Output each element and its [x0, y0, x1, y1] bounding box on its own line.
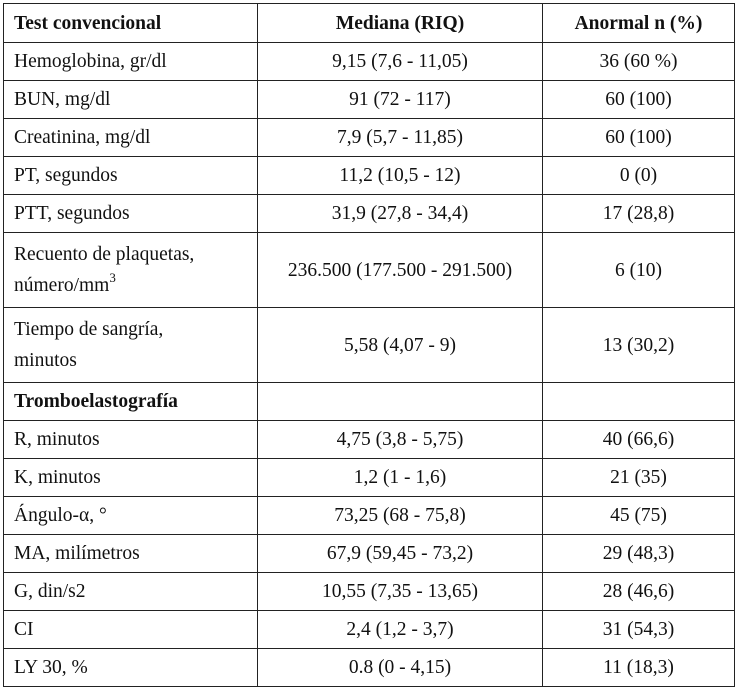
- median-cell: 1,2 (1 - 1,6): [257, 458, 543, 497]
- test-line-1: Recuento de plaquetas,: [14, 244, 195, 265]
- test-cell: Recuento de plaquetas, número/mm3: [3, 232, 258, 308]
- abnormal-cell: 29 (48,3): [542, 534, 735, 573]
- test-cell: G, din/s2: [3, 572, 258, 611]
- test-cell: Hemoglobina, gr/dl: [3, 42, 258, 81]
- median-cell: 10,55 (7,35 - 13,65): [257, 572, 543, 611]
- test-cell: PT, segundos: [3, 156, 258, 195]
- test-cell: Creatinina, mg/dl: [3, 118, 258, 157]
- median-cell: 236.500 (177.500 - 291.500): [257, 232, 543, 308]
- table-row: BUN, mg/dl 91 (72 - 117) 60 (100): [3, 80, 735, 119]
- abnormal-cell: 0 (0): [542, 156, 735, 195]
- abnormal-cell: 60 (100): [542, 80, 735, 119]
- header-test: Test convencional: [3, 3, 258, 43]
- table-header-row: Test convencional Mediana (RIQ) Anormal …: [3, 3, 735, 43]
- abnormal-cell: 60 (100): [542, 118, 735, 157]
- empty-cell: [257, 382, 543, 421]
- table-row: Tiempo de sangría, minutos 5,58 (4,07 - 9…: [3, 307, 735, 383]
- median-cell: 11,2 (10,5 - 12): [257, 156, 543, 195]
- median-cell: 7,9 (5,7 - 11,85): [257, 118, 543, 157]
- abnormal-cell: 6 (10): [542, 232, 735, 308]
- table-row: Creatinina, mg/dl 7,9 (5,7 - 11,85) 60 (…: [3, 118, 735, 157]
- median-cell: 0.8 (0 - 4,15): [257, 648, 543, 687]
- table-row: G, din/s2 10,55 (7,35 - 13,65) 28 (46,6): [3, 572, 735, 611]
- header-median: Mediana (RIQ): [257, 3, 543, 43]
- median-cell: 91 (72 - 117): [257, 80, 543, 119]
- section-title: Tromboelastografía: [3, 382, 258, 421]
- abnormal-cell: 31 (54,3): [542, 610, 735, 649]
- median-cell: 31,9 (27,8 - 34,4): [257, 194, 543, 233]
- lab-results-table: Test convencional Mediana (RIQ) Anormal …: [3, 3, 735, 687]
- median-cell: 5,58 (4,07 - 9): [257, 307, 543, 383]
- abnormal-cell: 17 (28,8): [542, 194, 735, 233]
- table-row: Hemoglobina, gr/dl 9,15 (7,6 - 11,05) 36…: [3, 42, 735, 81]
- median-cell: 4,75 (3,8 - 5,75): [257, 420, 543, 459]
- test-cell: MA, milímetros: [3, 534, 258, 573]
- abnormal-cell: 21 (35): [542, 458, 735, 497]
- table-row: PT, segundos 11,2 (10,5 - 12) 0 (0): [3, 156, 735, 195]
- abnormal-cell: 13 (30,2): [542, 307, 735, 383]
- test-line-2: número/mm: [14, 275, 110, 296]
- median-cell: 73,25 (68 - 75,8): [257, 496, 543, 535]
- test-cell: PTT, segundos: [3, 194, 258, 233]
- test-cell: CI: [3, 610, 258, 649]
- abnormal-cell: 40 (66,6): [542, 420, 735, 459]
- abnormal-cell: 36 (60 %): [542, 42, 735, 81]
- test-cell: BUN, mg/dl: [3, 80, 258, 119]
- abnormal-cell: 28 (46,6): [542, 572, 735, 611]
- abnormal-cell: 11 (18,3): [542, 648, 735, 687]
- median-cell: 2,4 (1,2 - 3,7): [257, 610, 543, 649]
- table-row: K, minutos 1,2 (1 - 1,6) 21 (35): [3, 458, 735, 497]
- test-cell: LY 30, %: [3, 648, 258, 687]
- median-cell: 9,15 (7,6 - 11,05): [257, 42, 543, 81]
- test-cell: K, minutos: [3, 458, 258, 497]
- test-line-2: minutos: [14, 350, 77, 371]
- section-row: Tromboelastografía: [3, 382, 735, 421]
- table-row: Recuento de plaquetas, número/mm3 236.500…: [3, 232, 735, 308]
- table-row: Ángulo-α, ° 73,25 (68 - 75,8) 45 (75): [3, 496, 735, 535]
- test-cell: Ángulo-α, °: [3, 496, 258, 535]
- test-line-1: Tiempo de sangría,: [14, 319, 164, 340]
- median-cell: 67,9 (59,45 - 73,2): [257, 534, 543, 573]
- table-row: MA, milímetros 67,9 (59,45 - 73,2) 29 (4…: [3, 534, 735, 573]
- table-row: CI 2,4 (1,2 - 3,7) 31 (54,3): [3, 610, 735, 649]
- table-row: LY 30, % 0.8 (0 - 4,15) 11 (18,3): [3, 648, 735, 687]
- superscript: 3: [109, 269, 116, 285]
- abnormal-cell: 45 (75): [542, 496, 735, 535]
- empty-cell: [542, 382, 735, 421]
- test-cell: Tiempo de sangría, minutos: [3, 307, 258, 383]
- header-abnormal: Anormal n (%): [542, 3, 735, 43]
- table-row: R, minutos 4,75 (3,8 - 5,75) 40 (66,6): [3, 420, 735, 459]
- test-cell: R, minutos: [3, 420, 258, 459]
- table-row: PTT, segundos 31,9 (27,8 - 34,4) 17 (28,…: [3, 194, 735, 233]
